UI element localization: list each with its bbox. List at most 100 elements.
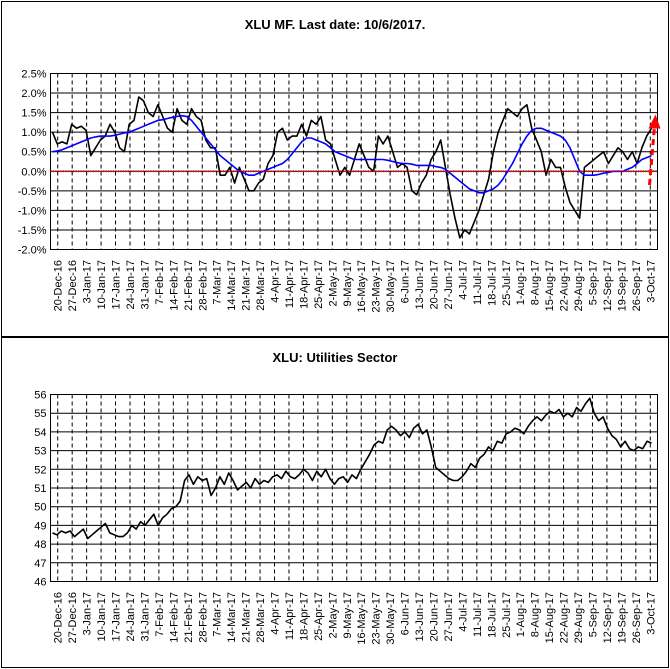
- mf-x-tick-label: 31-Jan-17: [139, 260, 151, 310]
- mf-x-tick-label: 29-Aug-17: [573, 260, 585, 311]
- mf-x-tick-label: 11-Jul-17: [472, 260, 484, 305]
- mf-x-tick-label: 27-Jun-17: [443, 260, 455, 310]
- mf-x-tick-label: 3-Oct-17: [645, 260, 657, 303]
- xlu-y-tick-label: 48: [34, 539, 46, 551]
- mf-y-tick-label: -2.0%: [18, 245, 47, 257]
- xlu-x-tick-label: 10-Jan-17: [96, 592, 108, 642]
- mf-x-tick-label: 30-May-17: [385, 260, 397, 313]
- xlu-x-tick-label: 3-Jan-17: [82, 592, 94, 635]
- xlu-x-tick-label: 21-Mar-17: [241, 592, 253, 643]
- xlu-chart-title: XLU: Utilities Sector: [273, 350, 398, 365]
- xlu-x-tick-label: 4-Apr-17: [270, 592, 282, 635]
- mf-x-tick-label: 21-Mar-17: [241, 260, 253, 311]
- mf-y-tick-label: 0.0%: [21, 166, 46, 178]
- xlu-x-tick-label: 19-Sep-17: [616, 592, 628, 643]
- xlu-x-tick-label: 14-Feb-17: [168, 592, 180, 643]
- mf-series-line-0: [51, 96, 653, 239]
- xlu-x-axis-ticks: 20-Dec-16 27-Dec-16 3-Jan-17 10-Jan-17 17-Ja…: [53, 592, 658, 645]
- xlu-series-group: [52, 397, 652, 540]
- mf-x-tick-label: 13-Jun-17: [414, 260, 426, 310]
- xlu-x-tick-label: 27-Jun-17: [443, 592, 455, 642]
- mf-x-tick-label: 28-Feb-17: [197, 260, 209, 311]
- mf-x-tick-label: 14-Feb-17: [168, 260, 180, 311]
- xlu-x-tick-label: 8-Aug-17: [530, 592, 542, 637]
- mf-panel-frame: [1, 1, 669, 337]
- mf-chart-title: XLU MF. Last date: 10/6/2017.: [245, 17, 426, 32]
- xlu-x-tick-label: 28-Mar-17: [255, 592, 267, 643]
- xlu-x-tick-label: 18-Jul-17: [486, 592, 498, 638]
- mf-x-tick-label: 16-May-17: [356, 260, 368, 313]
- mf-x-tick-label: 20-Jun-17: [428, 260, 440, 310]
- mf-x-tick-label: 19-Sep-17: [616, 260, 628, 311]
- xlu-x-tick-label: 21-Feb-17: [183, 592, 195, 643]
- xlu-y-tick-label: 50: [34, 502, 46, 514]
- mf-x-tick-label: 8-Aug-17: [530, 260, 542, 305]
- mf-x-tick-label: 15-Aug-17: [544, 260, 556, 311]
- mf-x-tick-label: 28-Mar-17: [255, 260, 267, 311]
- xlu-x-tick-label: 24-Jan-17: [125, 592, 137, 642]
- xlu-gridlines: [50, 394, 658, 582]
- mf-x-tick-label: 18-Apr-17: [298, 260, 310, 309]
- mf-plot-area: [50, 73, 658, 250]
- mf-x-tick-label: 23-May-17: [371, 260, 383, 313]
- mf-x-tick-label: 2-May-17: [327, 260, 339, 306]
- mf-y-tick-label: -1.0%: [18, 205, 47, 217]
- mf-x-tick-label: 9-May-17: [342, 260, 354, 306]
- mf-chart-panel: XLU MF. Last date: 10/6/2017. -2.0% -1.5%…: [1, 1, 669, 337]
- xlu-panel-frame: [1, 337, 669, 668]
- mf-x-tick-label: 14-Mar-17: [226, 260, 238, 311]
- xlu-x-tick-label: 30-May-17: [385, 592, 397, 645]
- xlu-y-tick-label: 56: [34, 390, 46, 402]
- xlu-x-tick-label: 11-Apr-17: [284, 592, 296, 640]
- xlu-x-tick-label: 25-Jul-17: [501, 592, 513, 638]
- mf-x-tick-label: 25-Jul-17: [501, 260, 513, 306]
- xlu-y-tick-label: 53: [34, 446, 46, 458]
- xlu-x-tick-label: 11-Jul-17: [472, 592, 484, 637]
- xlu-x-tick-label: 5-Sep-17: [587, 592, 599, 637]
- xlu-y-tick-label: 52: [34, 464, 46, 476]
- mf-series-line-1: [52, 114, 652, 194]
- mf-x-tick-label: 21-Feb-17: [183, 260, 195, 311]
- mf-x-tick-label: 7-Feb-17: [154, 260, 166, 305]
- xlu-x-tick-label: 14-Mar-17: [226, 592, 238, 643]
- xlu-x-tick-label: 17-Jan-17: [111, 592, 123, 642]
- mf-x-tick-label: 17-Jan-17: [111, 260, 123, 310]
- mf-x-tick-label: 26-Sep-17: [631, 260, 643, 311]
- mf-x-tick-label: 3-Jan-17: [82, 260, 94, 303]
- xlu-x-tick-label: 18-Apr-17: [298, 592, 310, 641]
- mf-x-axis-ticks: 20-Dec-16 27-Dec-16 3-Jan-17 10-Jan-17 17-Ja…: [53, 260, 658, 313]
- mf-x-tick-label: 11-Apr-17: [284, 260, 296, 308]
- xlu-x-tick-label: 16-May-17: [356, 592, 368, 645]
- mf-y-tick-label: 2.5%: [21, 69, 46, 81]
- xlu-x-tick-label: 23-May-17: [371, 592, 383, 645]
- xlu-y-tick-label: 47: [34, 558, 46, 570]
- mf-x-tick-label: 7-Mar-17: [212, 260, 224, 305]
- mf-x-tick-label: 6-Jun-17: [400, 260, 412, 303]
- mf-gridlines: [50, 73, 658, 250]
- xlu-x-tick-label: 20-Dec-16: [53, 592, 65, 643]
- mf-x-tick-label: 20-Dec-16: [53, 260, 65, 311]
- xlu-x-tick-label: 20-Jun-17: [428, 592, 440, 642]
- red-arrow-head-icon: [648, 114, 661, 129]
- xlu-x-tick-label: 12-Sep-17: [602, 592, 614, 643]
- mf-x-tick-label: 4-Apr-17: [270, 260, 282, 303]
- xlu-x-tick-label: 9-May-17: [342, 592, 354, 638]
- xlu-y-axis-ticks: 46 47 48 49 50 51 52 53 54 55 56: [34, 390, 46, 589]
- xlu-series-line-0: [52, 397, 652, 540]
- xlu-x-tick-label: 22-Aug-17: [559, 592, 571, 643]
- mf-x-tick-label: 10-Jan-17: [96, 260, 108, 310]
- mf-x-tick-label: 24-Jan-17: [125, 260, 137, 310]
- xlu-x-tick-label: 6-Jun-17: [400, 592, 412, 635]
- mf-y-tick-label: -1.5%: [18, 225, 47, 237]
- mf-y-tick-label: 2.0%: [21, 88, 46, 100]
- xlu-price-chart-panel: XLU: Utilities Sector 46 47 48 49 50 51 52 53 54…: [1, 337, 669, 668]
- xlu-x-tick-label: 2-May-17: [327, 592, 339, 638]
- mf-series-group: [50, 96, 661, 239]
- mf-y-tick-label: 0.5%: [21, 147, 46, 159]
- xlu-y-tick-label: 55: [34, 408, 46, 420]
- xlu-x-tick-label: 13-Jun-17: [414, 592, 426, 642]
- xlu-plot-area: [50, 394, 658, 582]
- xlu-x-tick-label: 7-Feb-17: [154, 592, 166, 637]
- mf-x-tick-label: 12-Sep-17: [602, 260, 614, 311]
